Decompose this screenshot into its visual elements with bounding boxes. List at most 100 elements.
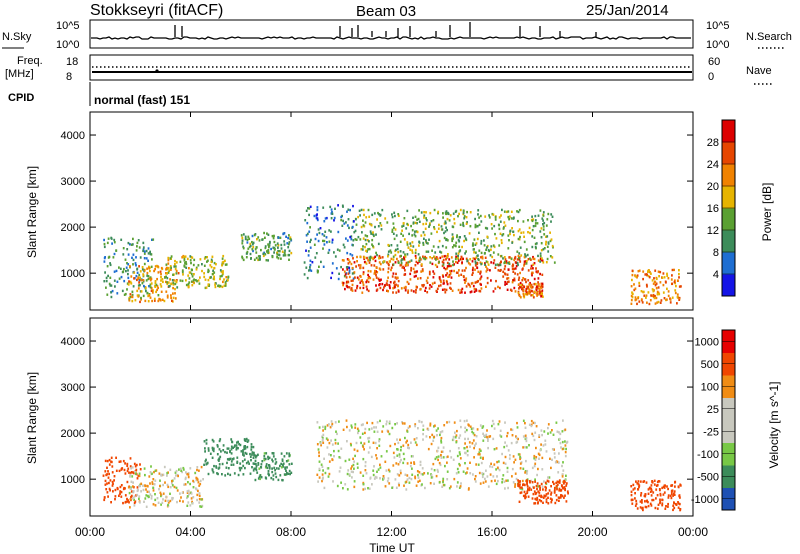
echo-cell <box>414 291 417 294</box>
echo-cell <box>406 241 409 244</box>
echo-cell <box>355 441 358 445</box>
echo-cell <box>268 467 271 470</box>
echo-cell <box>255 246 258 249</box>
echo-cell <box>348 286 351 289</box>
echo-cell <box>379 222 382 225</box>
echo-cell <box>459 291 461 294</box>
echo-cell <box>375 270 377 273</box>
echo-cell <box>639 500 642 503</box>
echo-cell <box>674 289 677 292</box>
echo-cell <box>425 241 428 245</box>
echo-cell <box>428 223 431 227</box>
echo-cell <box>396 473 399 476</box>
echo-cell <box>436 257 439 261</box>
echo-cell <box>475 435 478 438</box>
echo-cell <box>655 497 657 500</box>
echo-cell <box>150 497 153 500</box>
echo-cell <box>530 424 533 428</box>
echo-cell <box>149 252 152 256</box>
echo-cell <box>539 272 541 276</box>
echo-cell <box>542 261 545 264</box>
echo-cell <box>404 255 407 258</box>
echo-cell <box>339 466 342 469</box>
echo-cell <box>469 461 471 464</box>
echo-cell <box>494 266 497 269</box>
echo-cell <box>548 489 551 492</box>
echo-cell <box>654 302 657 305</box>
echo-cell <box>257 258 259 262</box>
echo-cell <box>323 243 326 246</box>
echo-cell <box>671 268 674 272</box>
echo-cell <box>673 492 675 495</box>
echo-cell <box>129 457 132 460</box>
echo-cell <box>408 260 411 263</box>
echo-cell <box>212 471 215 474</box>
echo-cell <box>330 208 333 211</box>
echo-cell <box>320 444 322 447</box>
echo-cell <box>645 296 647 299</box>
echo-cell <box>630 285 633 288</box>
echo-cell <box>437 212 439 215</box>
echo-cell <box>175 280 178 284</box>
echo-cell <box>186 504 189 507</box>
echo-cell <box>562 469 565 472</box>
echo-cell <box>357 278 360 281</box>
echo-cell <box>492 475 495 478</box>
echo-cell <box>545 493 548 496</box>
echo-cell <box>530 267 532 270</box>
echo-cell <box>496 475 498 478</box>
echo-cell <box>173 485 176 489</box>
echo-cell <box>359 266 362 269</box>
echo-cell <box>541 295 543 298</box>
echo-cell <box>656 507 659 510</box>
echo-cell <box>340 447 343 450</box>
echo-cell <box>544 481 547 484</box>
echo-cell <box>144 484 146 487</box>
echo-cell <box>317 270 319 273</box>
echo-cell <box>207 447 210 450</box>
echo-cell <box>533 464 536 468</box>
echo-cell <box>530 264 533 268</box>
echo-cell <box>288 452 291 455</box>
colorbar-tick-label: 100 <box>701 381 719 393</box>
echo-cell <box>303 273 306 276</box>
echo-cell <box>289 238 292 241</box>
echo-cell <box>126 500 129 503</box>
echo-cell <box>186 472 189 476</box>
echo-cell <box>534 497 537 501</box>
echo-cell <box>122 253 125 256</box>
echo-cell <box>524 496 526 500</box>
echo-cell <box>458 245 461 248</box>
echo-cell <box>118 494 120 497</box>
echo-cell <box>556 460 559 464</box>
echo-cell <box>170 268 172 271</box>
echo-cell <box>563 486 566 489</box>
echo-cell <box>331 443 334 446</box>
echo-cell <box>262 252 265 255</box>
echo-cell <box>387 243 390 247</box>
echo-cell <box>160 276 162 279</box>
echo-cell <box>486 227 489 230</box>
echo-cell <box>439 433 441 437</box>
echo-cell <box>448 264 451 267</box>
echo-cell <box>443 288 446 291</box>
echo-cell <box>273 234 275 238</box>
echo-cell <box>446 228 448 232</box>
echo-cell <box>400 254 402 258</box>
echo-cell <box>462 209 465 213</box>
echo-cell <box>246 238 249 241</box>
echo-cell <box>454 244 457 247</box>
echo-cell <box>446 267 449 270</box>
echo-cell <box>143 262 146 266</box>
echo-cell <box>352 204 354 208</box>
echo-cell <box>651 294 654 297</box>
echo-cell <box>666 298 668 301</box>
echo-cell <box>127 276 130 280</box>
echo-cell <box>474 475 477 478</box>
echo-cell <box>519 467 522 470</box>
echo-cell <box>250 459 252 462</box>
y-tick-label: 2000 <box>61 222 85 234</box>
echo-cell <box>249 244 252 248</box>
echo-cell <box>525 280 527 284</box>
echo-cell <box>537 452 540 455</box>
